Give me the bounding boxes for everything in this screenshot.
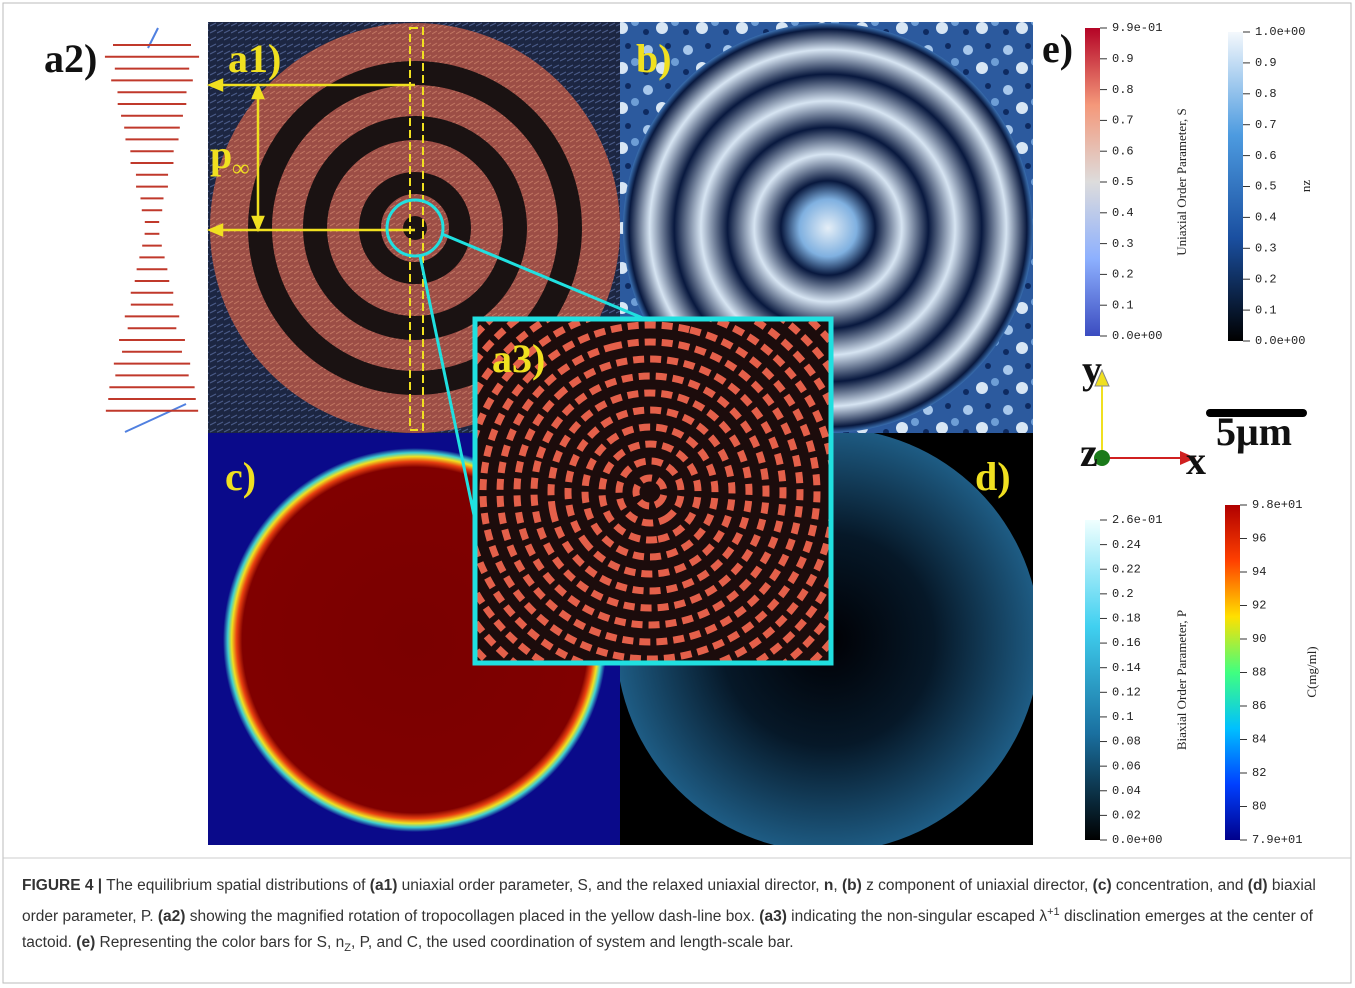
tick-label: 9.9e-01 <box>1112 21 1162 35</box>
tick-label: 0.06 <box>1112 759 1141 773</box>
caption-part: , <box>833 877 842 894</box>
tick-label: 0.7 <box>1112 114 1134 128</box>
tick-label: 0.1 <box>1112 710 1134 724</box>
tick-label: 96 <box>1252 532 1266 546</box>
tick-label: 0.4 <box>1255 211 1277 225</box>
axis-label: y <box>1082 347 1102 392</box>
caption-part: uniaxial order parameter, S, and the rel… <box>397 877 824 894</box>
tick-label: 0.6 <box>1112 144 1134 158</box>
tick-label: 0.5 <box>1255 180 1277 194</box>
tick-label: 80 <box>1252 800 1266 814</box>
caption-part: (d) <box>1248 877 1268 894</box>
caption-part: Representing the color bars for S, n <box>95 934 344 951</box>
tick-label: 0.1 <box>1255 303 1277 317</box>
colorbar <box>1085 520 1100 840</box>
tick-label: 82 <box>1252 766 1266 780</box>
tick-label: 0.3 <box>1255 241 1277 255</box>
tick-label: 0.0e+00 <box>1112 833 1162 847</box>
tick-label: 0.5 <box>1112 175 1134 189</box>
caption-part: indicating the non-singular escaped λ <box>787 908 1047 925</box>
tick-label: 0.02 <box>1112 809 1141 823</box>
tick-label: 0.7 <box>1255 118 1277 132</box>
tick-label: 0.16 <box>1112 636 1141 650</box>
tick-label: 1.0e+00 <box>1255 25 1305 39</box>
colorbar <box>1225 505 1240 840</box>
tick-label: 94 <box>1252 565 1266 579</box>
tick-label: 0.9 <box>1255 56 1277 70</box>
caption-part: +1 <box>1047 906 1060 918</box>
caption-part: FIGURE 4 | <box>22 877 102 894</box>
tick-label: 88 <box>1252 666 1266 680</box>
panel-label: a2) <box>44 36 97 81</box>
colorbar <box>1085 28 1100 336</box>
caption: FIGURE 4 | The equilibrium spatial distr… <box>22 873 1334 961</box>
page: {"figure": { "labels": {"a1": "a1)", "a2… <box>0 0 1355 988</box>
scale-label: 5μm <box>1216 409 1292 454</box>
tick-label: 90 <box>1252 632 1266 646</box>
panel-label: a3) <box>492 336 545 381</box>
tick-label: 92 <box>1252 599 1266 613</box>
tick-label: 0.2 <box>1255 272 1277 286</box>
caption-part: n <box>824 877 833 894</box>
tick-label: 0.18 <box>1112 612 1141 626</box>
tick-label: 0.12 <box>1112 685 1141 699</box>
tick-label: 0.14 <box>1112 661 1141 675</box>
tick-label: 0.9 <box>1112 52 1134 66</box>
tick-label: 0.6 <box>1255 149 1277 163</box>
tick-label: 9.8e+01 <box>1252 498 1302 512</box>
caption-part: concentration, and <box>1112 877 1248 894</box>
caption-part: (a1) <box>370 877 398 894</box>
panel-label: e) <box>1042 26 1073 71</box>
axis-label: z <box>1080 430 1098 475</box>
tick-label: 0.24 <box>1112 538 1141 552</box>
panel-label: b) <box>636 36 672 81</box>
tick-label: 0.8 <box>1112 83 1134 97</box>
tick-label: 0.3 <box>1112 237 1134 251</box>
tick-label: 0.1 <box>1112 298 1134 312</box>
tick-label: 0.08 <box>1112 735 1141 749</box>
colorbar-title: C(mg/ml) <box>1304 646 1319 697</box>
tick-label: 0.0e+00 <box>1112 329 1162 343</box>
colorbar <box>1228 32 1243 341</box>
caption-part: (a2) <box>158 908 186 925</box>
tick-label: 86 <box>1252 699 1266 713</box>
tick-label: 0.4 <box>1112 206 1134 220</box>
axis-label: x <box>1186 438 1206 483</box>
colorbar-title: Biaxial Order Parameter, P <box>1174 610 1189 750</box>
caption-part: Z <box>344 942 351 954</box>
panel-a2 <box>105 28 199 432</box>
tick-label: 7.9e+01 <box>1252 833 1302 847</box>
caption-part: (a3) <box>759 908 787 925</box>
colorbar-title: Uniaxial Order Parameter, S <box>1174 108 1189 255</box>
tick-label: 0.2 <box>1112 268 1134 282</box>
tick-label: 0.22 <box>1112 562 1141 576</box>
tick-label: 84 <box>1252 733 1266 747</box>
figure: p∞ a2) a1) b) c) d) a3) e) y z x 5μm 9.9… <box>0 0 1355 988</box>
caption-part: (c) <box>1093 877 1112 894</box>
caption-part: (b) <box>842 877 862 894</box>
caption-part: (e) <box>76 934 95 951</box>
coordinate-system: y z x <box>1080 347 1206 483</box>
panel-label: c) <box>225 454 256 499</box>
caption-part: , P, and C, the used coordination of sys… <box>351 934 794 951</box>
panel-label: a1) <box>228 36 281 81</box>
tick-label: 0.04 <box>1112 784 1141 798</box>
colorbar-title: nz <box>1298 180 1313 193</box>
panel-label: d) <box>975 454 1011 499</box>
tick-label: 0.2 <box>1112 587 1134 601</box>
caption-part: The equilibrium spatial distributions of <box>102 877 370 894</box>
tick-label: 0.0e+00 <box>1255 334 1305 348</box>
caption-part: z component of uniaxial director, <box>862 877 1093 894</box>
caption-part: showing the magnified rotation of tropoc… <box>185 908 759 925</box>
tick-label: 2.6e-01 <box>1112 513 1162 527</box>
tick-label: 0.8 <box>1255 87 1277 101</box>
